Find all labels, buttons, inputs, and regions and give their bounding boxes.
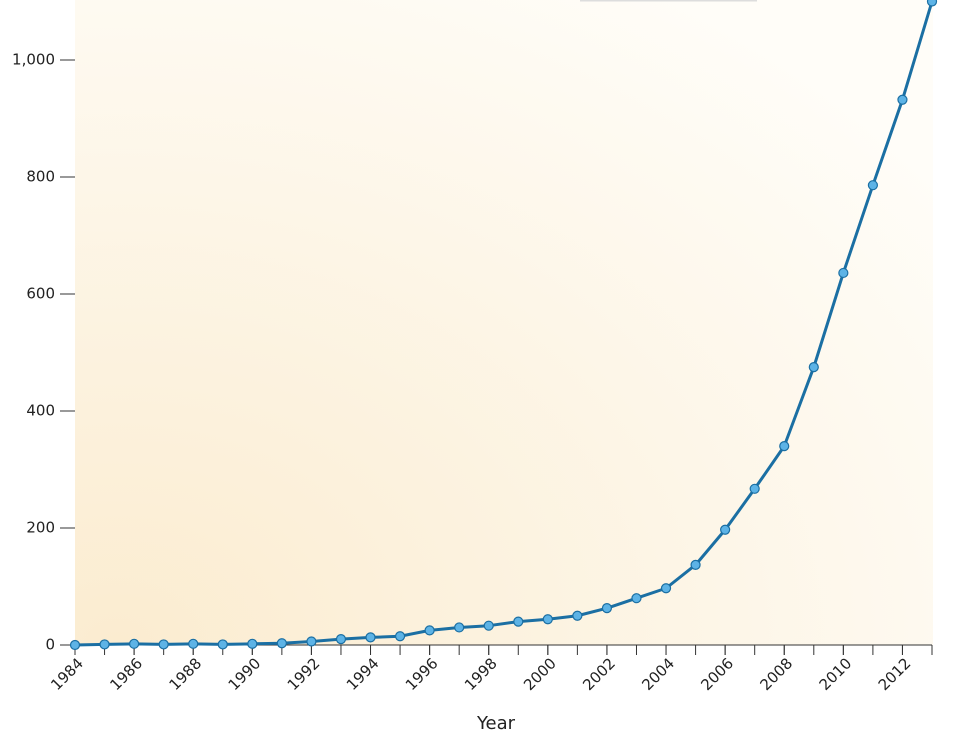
y-tick-label: 400 xyxy=(26,402,55,420)
point xyxy=(690,559,701,570)
point xyxy=(69,639,81,651)
point xyxy=(572,610,583,621)
point xyxy=(99,639,110,650)
point xyxy=(601,603,613,614)
point xyxy=(335,634,347,645)
point xyxy=(720,524,731,535)
y-tick-label: 0 xyxy=(45,636,55,654)
point xyxy=(542,614,553,625)
y-tick-label: 800 xyxy=(26,168,55,186)
point xyxy=(483,620,494,631)
point xyxy=(247,638,258,649)
y-tick-label: 600 xyxy=(26,285,55,303)
point xyxy=(424,625,435,636)
point xyxy=(188,638,199,649)
point xyxy=(394,631,406,642)
point xyxy=(454,622,465,633)
point xyxy=(276,638,287,649)
point xyxy=(217,639,228,650)
point xyxy=(897,94,908,105)
point xyxy=(129,638,140,649)
point xyxy=(808,362,819,373)
point xyxy=(631,593,642,604)
point xyxy=(158,639,169,650)
plot-area xyxy=(75,0,933,645)
point xyxy=(838,267,849,279)
x-axis-title: Year xyxy=(476,713,516,734)
point xyxy=(365,632,376,643)
y-tick-label: 1,000 xyxy=(12,51,55,69)
point xyxy=(926,0,938,7)
point xyxy=(867,180,878,191)
point xyxy=(306,636,317,647)
point xyxy=(749,483,760,494)
point xyxy=(779,441,790,452)
point xyxy=(660,583,672,594)
point xyxy=(513,616,524,627)
y-tick-label: 200 xyxy=(26,519,55,537)
